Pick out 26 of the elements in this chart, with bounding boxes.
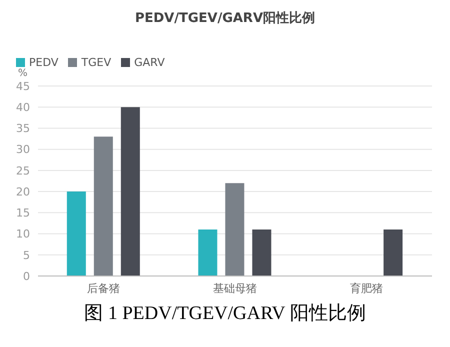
y-tick-label: 45 (16, 80, 30, 93)
legend-label: TGEV (81, 56, 112, 69)
y-tick-label: 35 (16, 122, 30, 136)
legend-label: PEDV (29, 56, 58, 69)
legend-label: GARV (134, 56, 165, 69)
y-tick-label: 20 (16, 185, 30, 198)
chart-title: PEDV/TGEV/GARV阳性比例 (134, 10, 316, 28)
x-tick-label: 基础母猪 (213, 282, 257, 295)
y-tick-label: 15 (16, 206, 30, 220)
y-tick-label: 25 (16, 164, 30, 178)
y-tick-label: 40 (16, 101, 30, 114)
bar (120, 107, 140, 276)
caption: 图 1 PEDV/TGEV/GARV 阳性比例 (83, 302, 367, 326)
x-tick-label: 育肥猪 (350, 282, 383, 295)
bar (198, 230, 218, 276)
y-tick-label: 10 (16, 228, 30, 241)
y-tick-label: 30 (16, 143, 30, 156)
y-axis-title: % (18, 68, 28, 80)
bar (94, 136, 113, 276)
bar (252, 230, 272, 276)
y-tick-label: 5 (23, 248, 30, 262)
bar (384, 230, 403, 276)
bar (225, 183, 244, 276)
bar (66, 192, 86, 276)
y-tick-label: 0 (23, 270, 30, 283)
x-tick-label: 后备猪 (87, 282, 120, 295)
